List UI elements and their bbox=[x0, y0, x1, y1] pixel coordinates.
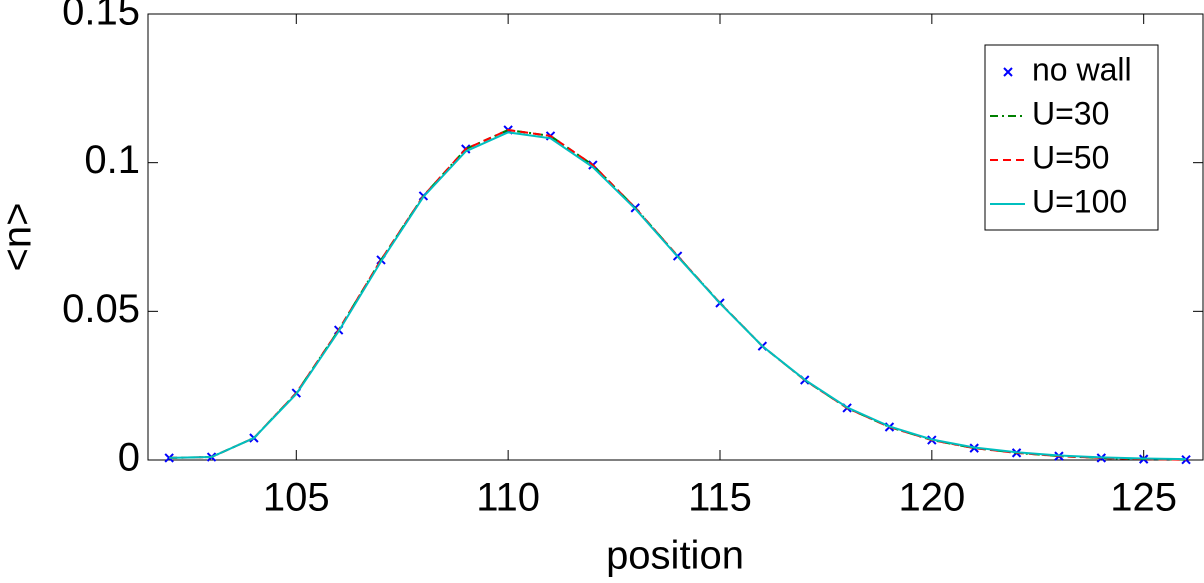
y-tick-label: 0 bbox=[118, 436, 140, 480]
legend-label: U=30 bbox=[1032, 95, 1109, 131]
x-tick-label: 120 bbox=[898, 476, 965, 520]
x-tick-label: 125 bbox=[1110, 476, 1177, 520]
x-axis-label: position bbox=[606, 534, 744, 578]
legend-label: U=100 bbox=[1032, 183, 1127, 219]
legend-marker bbox=[1003, 67, 1013, 77]
y-tick-label: 0.1 bbox=[84, 138, 140, 182]
y-tick-label: 0.15 bbox=[62, 0, 140, 34]
plot-area bbox=[147, 13, 1204, 461]
legend-box bbox=[984, 44, 1159, 231]
line bbox=[169, 131, 1187, 461]
y-axis-label: <n> bbox=[0, 203, 40, 272]
x-tick-label: 110 bbox=[476, 476, 540, 520]
y-tick-label: 0.05 bbox=[62, 287, 140, 331]
x-tick-label: 105 bbox=[263, 476, 330, 520]
x-tick-label: 115 bbox=[688, 476, 752, 520]
legend-label: U=50 bbox=[1032, 139, 1109, 175]
legend-label: no wall bbox=[1032, 51, 1132, 87]
